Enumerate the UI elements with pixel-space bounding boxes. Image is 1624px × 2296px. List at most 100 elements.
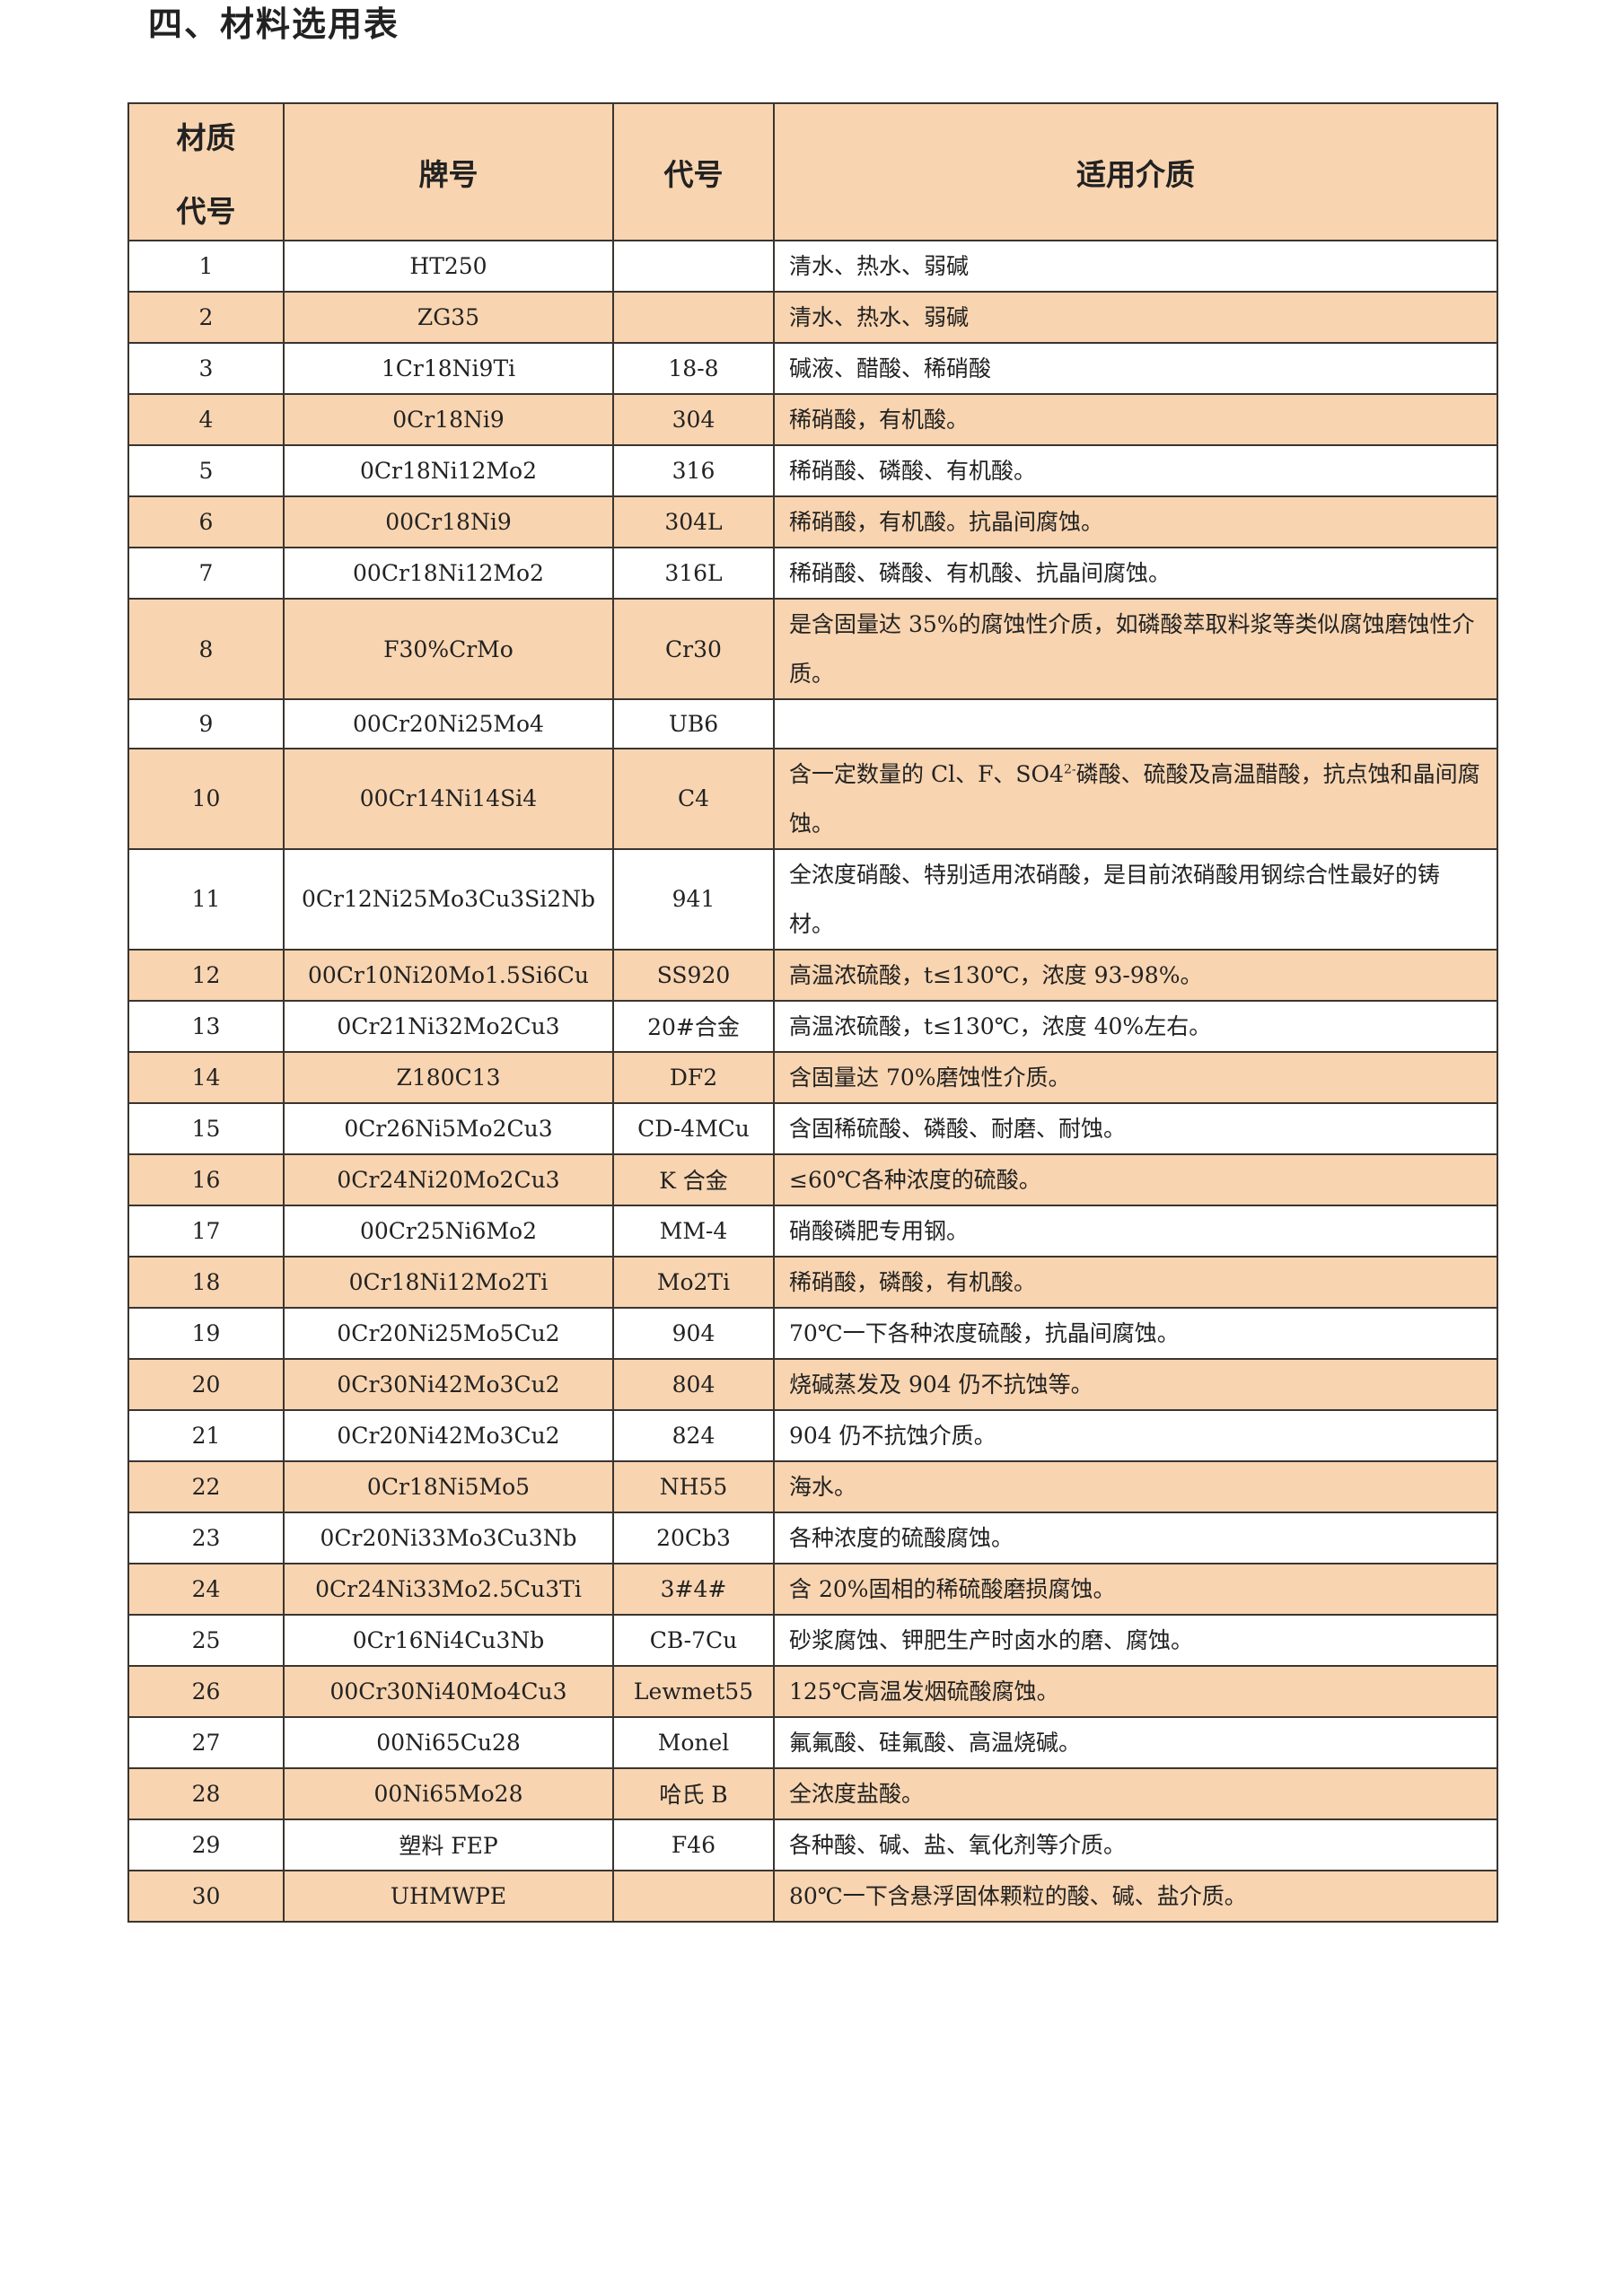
cell-number: 1 bbox=[127, 240, 285, 293]
cell-grade: 0Cr12Ni25Mo3Cu3Si2Nb bbox=[283, 847, 614, 951]
cell-alias: 18-8 bbox=[612, 342, 775, 395]
cell-number: 9 bbox=[127, 698, 285, 749]
cell-grade: 0Cr21Ni32Mo2Cu3 bbox=[283, 999, 614, 1053]
table-row: 20 0Cr30Ni42Mo3Cu2 804 烧碱蒸发及 904 仍不抗蚀等。 bbox=[127, 1357, 1498, 1411]
cell-medium: 烧碱蒸发及 904 仍不抗蚀等。 bbox=[773, 1357, 1498, 1411]
cell-grade: 00Cr18Ni12Mo2 bbox=[283, 547, 614, 600]
cell-grade: 0Cr24Ni20Mo2Cu3 bbox=[283, 1152, 614, 1206]
table-row: 24 0Cr24Ni33Mo2.5Cu3Ti 3#4# 含 20%固相的稀硫酸磨损腐蚀… bbox=[127, 1562, 1498, 1616]
cell-alias: 20Cb3 bbox=[612, 1511, 775, 1564]
cell-grade: F30%CrMo bbox=[283, 598, 614, 700]
cell-number: 21 bbox=[127, 1408, 285, 1462]
cell-medium: 125℃高温发烟硫酸腐蚀。 bbox=[773, 1664, 1498, 1718]
cell-number: 2 bbox=[127, 291, 285, 344]
cell-number: 26 bbox=[127, 1664, 285, 1718]
table-row: 28 00Ni65Mo28 哈氏 B 全浓度盐酸。 bbox=[127, 1766, 1498, 1820]
cell-number: 29 bbox=[127, 1818, 285, 1871]
cell-alias: NH55 bbox=[612, 1459, 775, 1513]
section-title: 四、材料选用表 bbox=[148, 4, 400, 44]
cell-medium: 稀硝酸，有机酸。抗晶间腐蚀。 bbox=[773, 495, 1498, 548]
cell-number: 23 bbox=[127, 1511, 285, 1564]
cell-alias: MM-4 bbox=[612, 1204, 775, 1258]
header-text: 材质 bbox=[176, 119, 236, 155]
cell-grade: 0Cr24Ni33Mo2.5Cu3Ti bbox=[283, 1562, 614, 1616]
cell-medium: 含固量达 70%磨蚀性介质。 bbox=[773, 1050, 1498, 1104]
table-row: 25 0Cr16Ni4Cu3Nb CB-7Cu 砂浆腐蚀、钾肥生产时卤水的磨、腐蚀。 bbox=[127, 1613, 1498, 1667]
cell-medium: 清水、热水、弱碱 bbox=[773, 240, 1498, 293]
cell-alias: 941 bbox=[612, 847, 775, 951]
cell-grade: 0Cr18Ni5Mo5 bbox=[283, 1459, 614, 1513]
cell-number: 14 bbox=[127, 1050, 285, 1104]
cell-grade: 00Cr20Ni25Mo4 bbox=[283, 698, 614, 749]
table-row: 15 0Cr26Ni5Mo2Cu3 CD-4MCu 含固稀硫酸、磷酸、耐磨、耐蚀。 bbox=[127, 1101, 1498, 1155]
cell-grade: 00Cr14Ni14Si4 bbox=[283, 747, 614, 850]
cell-alias: 804 bbox=[612, 1357, 775, 1411]
cell-medium: 稀硝酸、磷酸、有机酸、抗晶间腐蚀。 bbox=[773, 547, 1498, 600]
table-row: 17 00Cr25Ni6Mo2 MM-4 硝酸磷肥专用钢。 bbox=[127, 1204, 1498, 1258]
cell-medium: 各种浓度的硫酸腐蚀。 bbox=[773, 1511, 1498, 1564]
cell-medium: 全浓度硝酸、特别适用浓硝酸，是目前浓硝酸用钢综合性最好的铸材。 bbox=[773, 847, 1498, 951]
cell-grade: 0Cr16Ni4Cu3Nb bbox=[283, 1613, 614, 1667]
table-row: 19 0Cr20Ni25Mo5Cu2 904 70℃一下各种浓度硫酸，抗晶间腐蚀。 bbox=[127, 1306, 1498, 1360]
table-row: 7 00Cr18Ni12Mo2 316L 稀硝酸、磷酸、有机酸、抗晶间腐蚀。 bbox=[127, 547, 1498, 600]
cell-number: 12 bbox=[127, 948, 285, 1002]
cell-alias: 304 bbox=[612, 393, 775, 446]
cell-alias: 824 bbox=[612, 1408, 775, 1462]
cell-grade: 00Cr18Ni9 bbox=[283, 495, 614, 548]
cell-medium: 清水、热水、弱碱 bbox=[773, 291, 1498, 344]
table-row: 13 0Cr21Ni32Mo2Cu3 20#合金 高温浓硫酸，t≤130℃，浓度 40… bbox=[127, 999, 1498, 1053]
cell-grade: HT250 bbox=[283, 240, 614, 293]
cell-number: 25 bbox=[127, 1613, 285, 1667]
cell-number: 28 bbox=[127, 1766, 285, 1820]
cell-medium: 全浓度盐酸。 bbox=[773, 1766, 1498, 1820]
table-row: 2 ZG35 清水、热水、弱碱 bbox=[127, 291, 1498, 344]
cell-grade: 00Cr10Ni20Mo1.5Si6Cu bbox=[283, 948, 614, 1002]
cell-grade: 00Cr25Ni6Mo2 bbox=[283, 1204, 614, 1258]
cell-grade: 00Ni65Cu28 bbox=[283, 1715, 614, 1769]
cell-alias: 3#4# bbox=[612, 1562, 775, 1616]
cell-alias: 904 bbox=[612, 1306, 775, 1360]
cell-alias: K 合金 bbox=[612, 1152, 775, 1206]
cell-medium: 稀硝酸，磷酸，有机酸。 bbox=[773, 1255, 1498, 1309]
table-row: 6 00Cr18Ni9 304L 稀硝酸，有机酸。抗晶间腐蚀。 bbox=[127, 495, 1498, 548]
cell-medium: 各种酸、碱、盐、氧化剂等介质。 bbox=[773, 1818, 1498, 1871]
table-row: 21 0Cr20Ni42Mo3Cu2 824 904 仍不抗蚀介质。 bbox=[127, 1408, 1498, 1462]
cell-grade: UHMWPE bbox=[283, 1869, 614, 1923]
cell-number: 27 bbox=[127, 1715, 285, 1769]
cell-medium: 904 仍不抗蚀介质。 bbox=[773, 1408, 1498, 1462]
cell-medium: 高温浓硫酸，t≤130℃，浓度 40%左右。 bbox=[773, 999, 1498, 1053]
cell-medium: ≤60℃各种浓度的硫酸。 bbox=[773, 1152, 1498, 1206]
cell-medium: 70℃一下各种浓度硫酸，抗晶间腐蚀。 bbox=[773, 1306, 1498, 1360]
cell-medium bbox=[773, 698, 1498, 749]
cell-alias: Cr30 bbox=[612, 598, 775, 700]
cell-number: 18 bbox=[127, 1255, 285, 1309]
cell-number: 22 bbox=[127, 1459, 285, 1513]
cell-alias: CB-7Cu bbox=[612, 1613, 775, 1667]
cell-alias: Monel bbox=[612, 1715, 775, 1769]
superscript-charge: 2- bbox=[1063, 762, 1076, 777]
table-row: 18 0Cr18Ni12Mo2Ti Mo2Ti 稀硝酸，磷酸，有机酸。 bbox=[127, 1255, 1498, 1309]
cell-alias: 316L bbox=[612, 547, 775, 600]
cell-number: 17 bbox=[127, 1204, 285, 1258]
cell-grade: 0Cr20Ni42Mo3Cu2 bbox=[283, 1408, 614, 1462]
table-row: 9 00Cr20Ni25Mo4 UB6 bbox=[127, 698, 1498, 749]
header-grade: 牌号 bbox=[283, 102, 614, 241]
cell-number: 4 bbox=[127, 393, 285, 446]
cell-alias: SS920 bbox=[612, 948, 775, 1002]
cell-number: 3 bbox=[127, 342, 285, 395]
cell-medium: 80℃一下含悬浮固体颗粒的酸、碱、盐介质。 bbox=[773, 1869, 1498, 1923]
cell-grade: 1Cr18Ni9Ti bbox=[283, 342, 614, 395]
cell-grade: 0Cr26Ni5Mo2Cu3 bbox=[283, 1101, 614, 1155]
table-row: 8 F30%CrMo Cr30 是含固量达 35%的腐蚀性介质，如磷酸萃取料浆等类似腐… bbox=[127, 598, 1498, 700]
medium-text: 磷酸、硫酸及高温醋酸，抗点蚀和晶间腐蚀。 bbox=[789, 760, 1480, 837]
table-row: 4 0Cr18Ni9 304 稀硝酸，有机酸。 bbox=[127, 393, 1498, 446]
cell-number: 6 bbox=[127, 495, 285, 548]
cell-alias bbox=[612, 240, 775, 293]
cell-grade: 00Ni65Mo28 bbox=[283, 1766, 614, 1820]
table-row: 3 1Cr18Ni9Ti 18-8 碱液、醋酸、稀硝酸 bbox=[127, 342, 1498, 395]
cell-number: 7 bbox=[127, 547, 285, 600]
cell-alias: F46 bbox=[612, 1818, 775, 1871]
cell-medium: 含固稀硫酸、磷酸、耐磨、耐蚀。 bbox=[773, 1101, 1498, 1155]
table-header-row: 材质 代号 牌号 代号 适用介质 bbox=[127, 102, 1498, 241]
table-row: 16 0Cr24Ni20Mo2Cu3 K 合金 ≤60℃各种浓度的硫酸。 bbox=[127, 1152, 1498, 1206]
